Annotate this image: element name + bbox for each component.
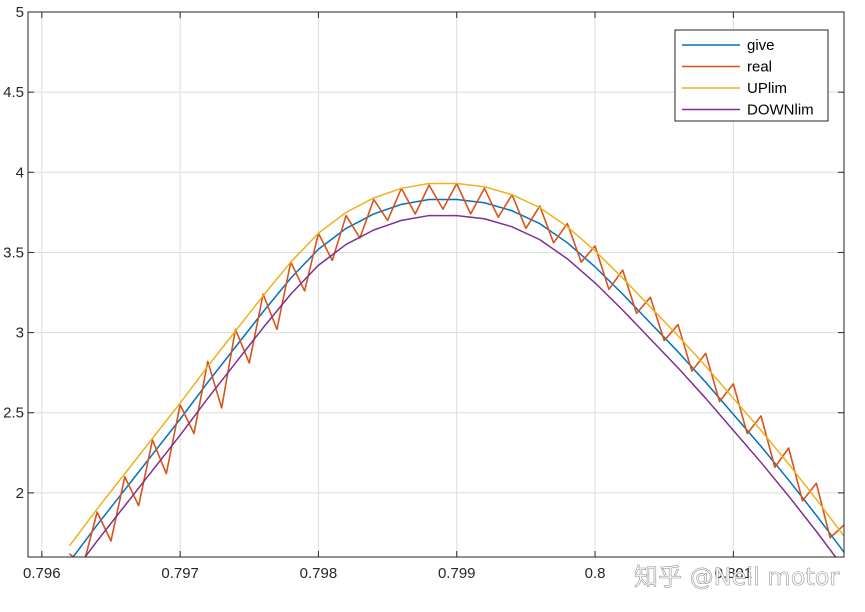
plot-frame [27, 11, 845, 558]
legend-label-real: real [747, 59, 772, 76]
x-tick-label: 0.797 [161, 565, 199, 582]
x-tick-label: 0.801 [715, 565, 753, 582]
x-tick-label: 0.796 [23, 565, 61, 582]
y-tick-label: 3.5 [3, 244, 24, 261]
series-line-give [72, 198, 844, 557]
legend-label-give: give [747, 37, 775, 54]
series-line-downlim [84, 214, 837, 557]
y-tick-label: 2 [16, 485, 24, 502]
series-lines [68, 182, 844, 557]
y-tick-label: 4.5 [3, 84, 24, 101]
x-tick-label: 0.799 [438, 565, 476, 582]
legend: give real UPlim DOWNlim [674, 29, 829, 122]
x-tick-label: 0.8 [585, 565, 606, 582]
y-tick-label: 3 [16, 325, 24, 342]
x-tick-label: 0.798 [300, 565, 338, 582]
series-line-uplim [68, 182, 844, 547]
legend-label-uplim: UPlim [747, 80, 787, 97]
y-tick-label: 2.5 [3, 405, 24, 422]
legend-label-downlim: DOWNlim [747, 102, 814, 119]
y-tick-label: 5 [16, 4, 24, 21]
y-tick-label: 4 [16, 164, 24, 181]
axis-ticks: 0.796 0.797 0.798 0.799 0.8 0.801 2 2.5 3 3.5 4 4.5… [3, 4, 844, 582]
watermark-text: 知乎 @Neil motor [634, 563, 839, 591]
